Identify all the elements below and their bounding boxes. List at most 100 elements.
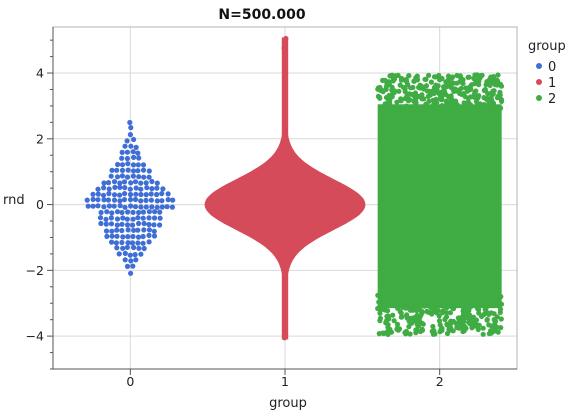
- legend-marker-1: [536, 79, 542, 85]
- series-0-point: [116, 251, 122, 257]
- series-2-band-core: [377, 104, 502, 309]
- series-2-point: [431, 101, 437, 107]
- series-0-point: [103, 228, 110, 234]
- series-0-point: [122, 204, 128, 210]
- series-0-point: [144, 185, 150, 191]
- series-0-point: [151, 228, 157, 234]
- series-2-point: [473, 88, 479, 94]
- series-0-point: [117, 180, 123, 186]
- series-0-point: [125, 167, 131, 173]
- series-2-point: [401, 84, 407, 91]
- series-0-point: [141, 174, 147, 180]
- series-0-point: [141, 227, 147, 233]
- series-2-point: [411, 98, 417, 104]
- series-0-point: [125, 227, 131, 233]
- series-0-point: [128, 203, 134, 209]
- series-0-point: [143, 204, 149, 210]
- series-2-point: [419, 308, 425, 314]
- series-2-point: [484, 79, 490, 85]
- series-0-point: [98, 220, 104, 227]
- series-1-violin-body: [204, 37, 366, 340]
- series-0-point: [130, 233, 136, 240]
- series-2-point: [415, 94, 421, 100]
- series-0-point: [114, 167, 120, 173]
- series-0-point: [136, 174, 142, 180]
- series-2-point: [440, 310, 446, 316]
- series-2-point: [415, 316, 422, 322]
- series-2-point: [411, 315, 417, 321]
- series-2-point: [428, 79, 434, 85]
- series-2-point: [386, 303, 392, 309]
- series-0-point: [135, 215, 141, 221]
- series-2-point: [440, 110, 446, 116]
- series-2-point: [456, 325, 462, 331]
- series-0-point: [114, 174, 121, 180]
- series-1-outlier: [281, 335, 288, 341]
- series-0-point: [119, 209, 125, 216]
- series-0-point: [133, 185, 139, 191]
- series-0-point: [130, 162, 137, 168]
- series-0-point: [141, 245, 147, 252]
- series-0-point: [128, 270, 134, 276]
- series-2-point: [402, 89, 408, 95]
- series-2-point: [462, 110, 468, 116]
- series-2-point: [379, 306, 386, 312]
- series-0-point: [138, 251, 144, 257]
- series-0-point: [101, 197, 107, 203]
- series-2-point: [498, 97, 504, 103]
- series-2-point: [495, 72, 501, 78]
- series-0-point: [114, 209, 121, 215]
- series-2-point: [426, 72, 432, 78]
- series-0-point: [98, 209, 104, 216]
- series-0-point: [111, 197, 118, 203]
- series-2-point: [385, 99, 391, 105]
- series-0-point: [101, 204, 107, 210]
- series-2-point: [482, 87, 488, 94]
- series-2-point: [447, 294, 453, 300]
- series-2-point: [423, 101, 429, 108]
- series-0-point: [103, 216, 109, 222]
- y-tick-label-2: 0: [36, 197, 44, 212]
- series-2-point: [466, 294, 472, 300]
- series-0-point: [95, 197, 101, 203]
- series-0-point: [130, 149, 136, 155]
- series-2-point: [471, 317, 477, 323]
- series-2-point: [498, 325, 504, 331]
- series-2-point: [414, 292, 420, 298]
- series-2-point: [487, 110, 493, 116]
- series-0-point: [135, 168, 141, 174]
- y-tick-label-3: 2: [36, 131, 44, 146]
- series-0-point: [128, 125, 134, 131]
- series-2-point: [475, 326, 481, 333]
- series-0-point: [125, 234, 131, 240]
- series-0-point: [148, 191, 154, 197]
- series-2-point: [405, 81, 411, 88]
- series-2-jitter-band: [375, 72, 505, 337]
- series-2-point: [476, 102, 482, 109]
- series-2-point: [457, 79, 463, 85]
- series-2-point: [436, 318, 443, 324]
- series-2-point: [448, 105, 454, 111]
- series-2-point: [419, 83, 425, 89]
- series-0-point: [154, 198, 160, 204]
- series-0-point: [125, 161, 131, 167]
- series-2-point: [425, 93, 431, 100]
- series-0-point: [127, 197, 134, 203]
- series-2-point: [489, 298, 495, 304]
- series-0-point: [119, 155, 125, 161]
- series-2-point: [403, 305, 409, 311]
- series-2-point: [384, 318, 390, 324]
- series-2-point: [384, 329, 390, 335]
- series-0-point: [135, 162, 141, 168]
- series-0-point: [120, 245, 126, 251]
- series-2-point: [473, 323, 479, 329]
- series-2-point: [435, 90, 442, 96]
- series-2-point: [458, 85, 464, 91]
- series-0-point: [114, 216, 121, 222]
- series-0-point: [131, 227, 137, 233]
- series-2-point: [448, 318, 454, 324]
- series-0-point: [105, 197, 111, 203]
- series-2-point: [498, 316, 504, 322]
- series-2-point: [404, 104, 410, 111]
- series-2-point: [449, 75, 455, 81]
